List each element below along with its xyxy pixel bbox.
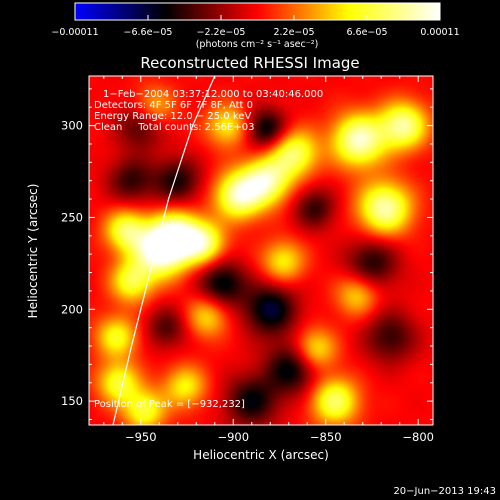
colorbar-tick-label: −0.00011 <box>51 27 98 38</box>
colorbar-tick-label: 2.2e−05 <box>273 27 314 38</box>
colorbar-tick-label: −2.2e−05 <box>197 27 246 38</box>
y-tick-label: 250 <box>61 210 83 224</box>
colorbar-tick-label: 0.00011 <box>420 27 459 38</box>
x-tick-label: −850 <box>310 430 342 444</box>
colorbar-gradient <box>74 2 441 21</box>
chart-title: Reconstructed RHESSI Image <box>140 54 359 72</box>
solar-limb-curve <box>112 76 216 425</box>
y-tick-label: 200 <box>61 302 83 316</box>
y-tick-label: 150 <box>61 394 83 408</box>
annotation-clean-counts: Clean Total counts: 2.56E+03 <box>94 122 254 133</box>
colorbar-unit-label: (photons cm⁻² s⁻¹ asec⁻²) <box>196 39 319 50</box>
annotation-energy-range: Energy Range: 12.0 − 25.0 keV <box>94 111 251 122</box>
y-axis-ticks: 150 200 250 300 <box>61 88 433 420</box>
x-tick-label: −950 <box>125 430 157 444</box>
x-axis-ticks: −950 −900 −850 −800 <box>103 76 434 444</box>
heatmap-image <box>89 76 433 425</box>
x-tick-label: −800 <box>402 430 434 444</box>
colorbar: −0.00011 −6.6e−05 −2.2e−05 2.2e−05 6.6e−05 0.… <box>51 2 460 50</box>
y-tick-label: 300 <box>61 119 83 133</box>
colorbar-ticks: −0.00011 −6.6e−05 −2.2e−05 2.2e−05 6.6e−05 0.… <box>51 15 460 38</box>
colorbar-tick-label: −6.6e−05 <box>124 27 173 38</box>
x-axis-title: Heliocentric X (arcsec) <box>193 448 329 462</box>
footer-timestamp: 20−Jun−2013 19:43 <box>393 486 496 497</box>
annotation-peak-position: Position of Peak = [−932,232] <box>94 399 245 410</box>
annotations: 1−Feb−2004 03:37:12.000 to 03:40:46.000 … <box>94 89 323 410</box>
colorbar-tick-label: 6.6e−05 <box>346 27 387 38</box>
annotation-detectors: Detectors: 4F 5F 6F 7F 8F, Att 0 <box>94 100 253 111</box>
x-tick-label: −900 <box>217 430 249 444</box>
y-axis-title: Heliocentric Y (arcsec) <box>26 184 40 319</box>
plot-frame <box>88 75 434 426</box>
plot-area: −950 −900 −850 −800 150 200 250 300 <box>61 75 434 444</box>
annotation-time-range: 1−Feb−2004 03:37:12.000 to 03:40:46.000 <box>103 89 323 100</box>
